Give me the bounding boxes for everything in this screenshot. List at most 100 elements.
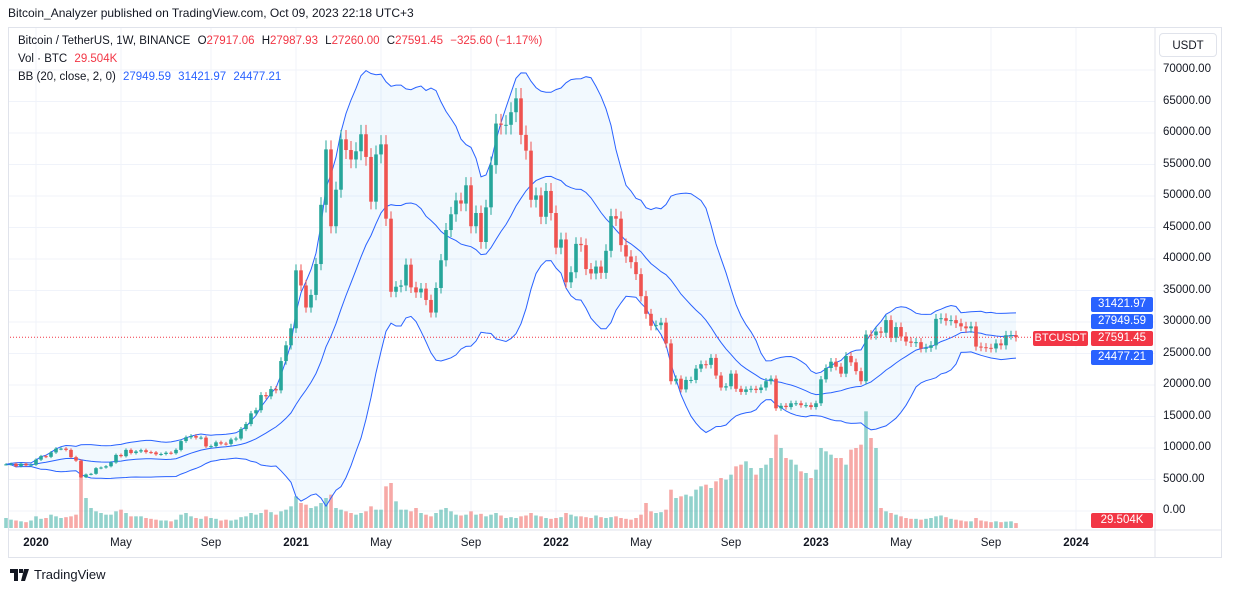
candle bbox=[394, 281, 398, 298]
volume-bar bbox=[634, 518, 638, 528]
volume-bar bbox=[569, 514, 573, 528]
candle-body bbox=[729, 373, 733, 387]
candle bbox=[534, 187, 538, 208]
candle bbox=[899, 322, 903, 341]
volume-bar bbox=[624, 518, 628, 528]
candle-body bbox=[314, 264, 318, 295]
candle bbox=[74, 455, 78, 462]
price-tick-label: 15000.00 bbox=[1163, 409, 1211, 422]
candle bbox=[409, 258, 413, 293]
candle bbox=[799, 400, 803, 408]
volume-label[interactable]: Vol · BTC bbox=[18, 53, 68, 65]
bb-lower-tag: 24477.21 bbox=[1091, 350, 1153, 365]
volume-bar bbox=[389, 483, 393, 528]
candle-body bbox=[29, 464, 33, 466]
candles bbox=[4, 88, 1018, 479]
time-tick-label: 2024 bbox=[1063, 537, 1089, 549]
candle bbox=[894, 322, 898, 343]
candle-body bbox=[574, 243, 578, 273]
candle-body bbox=[584, 245, 588, 270]
candle bbox=[909, 337, 913, 347]
volume-bar bbox=[559, 517, 563, 528]
candle-body bbox=[449, 214, 453, 231]
volume-bar bbox=[989, 522, 993, 528]
volume-bar bbox=[644, 503, 648, 528]
currency-button[interactable]: USDT bbox=[1159, 33, 1217, 57]
volume-bar bbox=[509, 517, 513, 528]
candle-body bbox=[114, 454, 118, 463]
volume-bar bbox=[719, 478, 723, 528]
candle-body bbox=[879, 331, 883, 333]
candle bbox=[449, 206, 453, 238]
time-tick-label: Sep bbox=[460, 537, 482, 549]
candle bbox=[214, 440, 218, 448]
volume-bar bbox=[674, 498, 678, 528]
candle-body bbox=[304, 285, 308, 308]
candle bbox=[864, 330, 868, 385]
candle-body bbox=[109, 462, 113, 467]
candle bbox=[334, 181, 338, 234]
candle-body bbox=[334, 189, 338, 227]
candle bbox=[439, 253, 443, 294]
chart-frame[interactable] bbox=[8, 27, 1222, 558]
candle bbox=[609, 208, 613, 258]
price-tick-label: 70000.00 bbox=[1163, 63, 1211, 75]
candle-body bbox=[549, 190, 553, 214]
candle-body bbox=[559, 239, 563, 248]
volume-bar bbox=[314, 506, 318, 528]
volume-bar bbox=[479, 513, 483, 528]
candle bbox=[929, 341, 933, 352]
volume-bar bbox=[14, 520, 18, 528]
candle-body bbox=[429, 299, 433, 313]
candle bbox=[229, 437, 233, 446]
candle bbox=[44, 454, 48, 459]
volume-bar bbox=[204, 516, 208, 528]
candle bbox=[874, 326, 878, 340]
volume-bar bbox=[429, 516, 433, 528]
volume-bar bbox=[469, 511, 473, 528]
candle-body bbox=[594, 266, 598, 274]
volume-bar bbox=[424, 514, 428, 528]
bb-label[interactable]: BB (20, close, 2, 0) bbox=[18, 71, 116, 83]
candle bbox=[299, 264, 303, 292]
volume-bar bbox=[809, 478, 813, 528]
candle bbox=[1004, 330, 1008, 350]
volume-bar bbox=[879, 508, 883, 528]
candle-body bbox=[619, 218, 623, 246]
candle bbox=[169, 451, 173, 455]
time-tick-label: May bbox=[110, 537, 132, 549]
volume-bar bbox=[229, 520, 233, 528]
price-tick-label: 25000.00 bbox=[1163, 346, 1211, 359]
candle-body bbox=[139, 450, 143, 452]
candle bbox=[19, 462, 23, 468]
volume-bar bbox=[1009, 521, 1013, 528]
candle-body bbox=[214, 442, 218, 447]
symbol-title[interactable]: Bitcoin / TetherUS, 1W, BINANCE bbox=[18, 35, 191, 47]
candle-body bbox=[344, 139, 348, 151]
candle-body bbox=[919, 342, 923, 349]
candle bbox=[709, 354, 713, 369]
candle-body bbox=[979, 346, 983, 348]
candle bbox=[494, 113, 498, 174]
candle-body bbox=[504, 124, 508, 126]
candle bbox=[499, 113, 503, 135]
volume-bar bbox=[324, 498, 328, 528]
candle bbox=[809, 402, 813, 410]
candle bbox=[924, 343, 928, 353]
bb-basis-value: 27949.59 bbox=[123, 71, 171, 83]
candle-body bbox=[499, 123, 503, 125]
candle bbox=[1014, 330, 1018, 342]
tradingview-logo[interactable]: TradingView bbox=[10, 567, 106, 582]
volume-bar bbox=[534, 515, 538, 528]
candle bbox=[209, 444, 213, 449]
candle bbox=[199, 435, 203, 440]
volume-bar bbox=[614, 516, 618, 528]
high-label: H bbox=[261, 35, 270, 47]
volume-bar bbox=[109, 514, 113, 528]
candle bbox=[644, 290, 648, 319]
candle bbox=[119, 453, 123, 458]
price-tick-label: 5000.00 bbox=[1163, 472, 1205, 485]
legend-bb: BB (20, close, 2, 0) 27949.59 31421.97 2… bbox=[18, 71, 285, 83]
candle bbox=[734, 370, 738, 392]
